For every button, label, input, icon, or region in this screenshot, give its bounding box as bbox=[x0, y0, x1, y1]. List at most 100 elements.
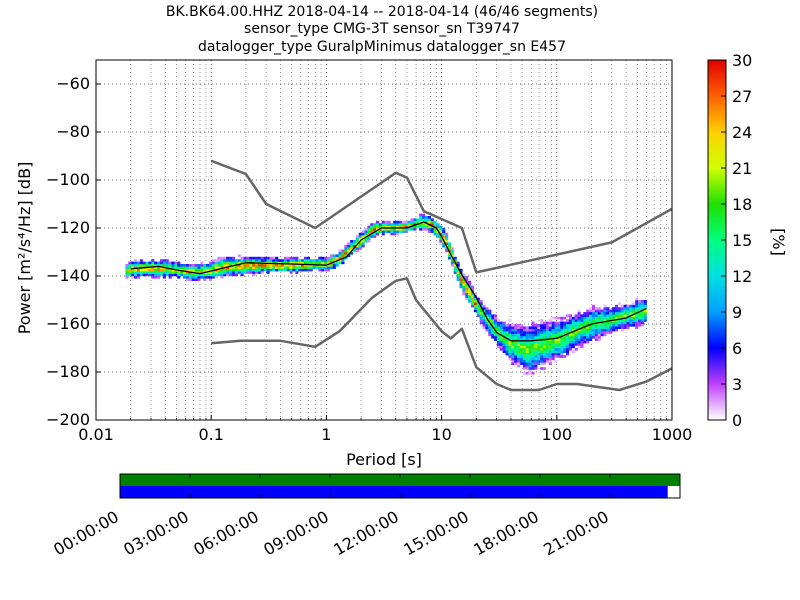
y-tick-label: −200 bbox=[46, 410, 90, 429]
psd-density-cell bbox=[534, 364, 538, 368]
psd-density-cell bbox=[623, 312, 627, 315]
psd-density-cell bbox=[540, 328, 544, 332]
psd-density-cell bbox=[638, 314, 642, 317]
psd-density-cell bbox=[534, 350, 538, 353]
psd-density-cell bbox=[511, 328, 515, 332]
psd-density-cell bbox=[514, 350, 518, 353]
psd-density-cell bbox=[447, 244, 452, 248]
psd-density-cell bbox=[151, 259, 155, 262]
psd-density-cell bbox=[191, 278, 195, 281]
psd-density-cell bbox=[125, 268, 129, 272]
psd-density-cell bbox=[609, 326, 613, 329]
psd-density-cell bbox=[554, 352, 558, 356]
psd-density-cell bbox=[586, 328, 590, 332]
psd-density-cell bbox=[177, 276, 181, 279]
psd-density-cell bbox=[162, 264, 166, 267]
y-tick-label: −180 bbox=[46, 362, 90, 381]
psd-density-cell bbox=[603, 326, 607, 329]
psd-density-cell bbox=[370, 225, 374, 229]
psd-density-cell bbox=[586, 333, 590, 337]
psd-density-cell bbox=[643, 319, 647, 322]
psd-density-cell bbox=[566, 328, 570, 332]
psd-density-cell bbox=[566, 350, 570, 353]
psd-density-cell bbox=[494, 333, 498, 337]
psd-density-cell bbox=[220, 261, 224, 265]
psd-density-cell bbox=[597, 331, 601, 334]
psd-density-cell bbox=[617, 307, 621, 310]
psd-density-cell bbox=[139, 264, 143, 267]
timeline-tick-label: 21:00:00 bbox=[540, 507, 612, 559]
psd-density-cell bbox=[496, 338, 501, 341]
psd-density-cell bbox=[543, 357, 547, 361]
psd-density-cell bbox=[260, 271, 264, 274]
psd-density-cell bbox=[568, 324, 573, 327]
psd-density-cell bbox=[586, 321, 590, 325]
psd-density-cell bbox=[485, 309, 489, 313]
psd-density-cell bbox=[534, 348, 538, 351]
psd-density-cell bbox=[442, 244, 446, 248]
psd-density-cell bbox=[502, 333, 506, 337]
psd-density-cell bbox=[531, 362, 535, 365]
psd-density-cell bbox=[609, 321, 613, 325]
psd-density-cell bbox=[447, 247, 452, 250]
psd-density-cell bbox=[476, 307, 480, 310]
psd-density-cell bbox=[511, 326, 515, 329]
psd-density-cell bbox=[499, 345, 503, 349]
psd-density-cell bbox=[525, 364, 529, 368]
psd-density-cell bbox=[638, 304, 642, 308]
psd-density-cell bbox=[537, 324, 541, 327]
psd-density-cell bbox=[638, 324, 642, 327]
chart-title-line-1: BK.BK64.00.HHZ 2018-04-14 -- 2018-04-14 … bbox=[166, 4, 598, 20]
psd-density-cell bbox=[560, 352, 564, 356]
psd-density-cell bbox=[231, 261, 236, 265]
psd-density-cell bbox=[566, 352, 570, 356]
psd-density-cell bbox=[159, 261, 164, 265]
psd-density-cell bbox=[517, 328, 521, 332]
psd-density-cell bbox=[476, 312, 480, 315]
psd-density-cell bbox=[635, 316, 639, 320]
psd-density-cell bbox=[344, 244, 348, 248]
psd-density-cell bbox=[554, 350, 558, 353]
timeline-tick-label: 06:00:00 bbox=[190, 507, 262, 559]
psd-density-cell bbox=[142, 261, 146, 265]
psd-density-cell bbox=[615, 321, 619, 325]
psd-density-cell bbox=[540, 345, 544, 349]
psd-density-cell bbox=[568, 340, 573, 344]
psd-density-cell bbox=[563, 321, 567, 325]
psd-density-cell bbox=[531, 372, 535, 375]
psd-density-cell bbox=[597, 314, 601, 317]
psd-density-cell bbox=[292, 261, 296, 265]
psd-density-cell bbox=[157, 273, 161, 277]
psd-density-cell bbox=[557, 345, 561, 349]
psd-density-cell bbox=[177, 266, 181, 269]
psd-density-cell bbox=[488, 316, 492, 320]
psd-density-cell bbox=[332, 259, 336, 262]
psd-density-cell bbox=[537, 333, 541, 337]
psd-density-cell bbox=[505, 333, 509, 337]
psd-density-cell bbox=[373, 232, 377, 236]
psd-density-cell bbox=[543, 355, 547, 358]
psd-density-cell bbox=[528, 362, 532, 365]
psd-density-cell bbox=[142, 268, 146, 272]
psd-density-cell bbox=[200, 273, 204, 277]
psd-density-cell bbox=[433, 220, 437, 224]
psd-density-cell bbox=[568, 333, 573, 337]
psd-density-cell bbox=[600, 333, 604, 337]
psd-density-cell bbox=[568, 326, 573, 329]
psd-density-cell bbox=[583, 340, 587, 344]
psd-density-cell bbox=[309, 259, 313, 262]
psd-density-cell bbox=[537, 357, 541, 361]
psd-density-cell bbox=[514, 352, 518, 356]
psd-density-cell bbox=[511, 340, 515, 344]
psd-density-cell bbox=[643, 314, 647, 317]
psd-density-cell bbox=[617, 321, 621, 325]
psd-density-cell bbox=[545, 348, 549, 351]
psd-density-cell bbox=[494, 331, 498, 334]
psd-density-cell bbox=[514, 338, 518, 341]
psd-density-cell bbox=[568, 321, 573, 325]
psd-density-cell bbox=[462, 283, 466, 286]
colorbar-tick-label: 6 bbox=[732, 339, 742, 358]
psd-density-cell bbox=[295, 261, 299, 265]
psd-density-cell bbox=[514, 326, 518, 329]
psd-density-cell bbox=[390, 225, 394, 229]
